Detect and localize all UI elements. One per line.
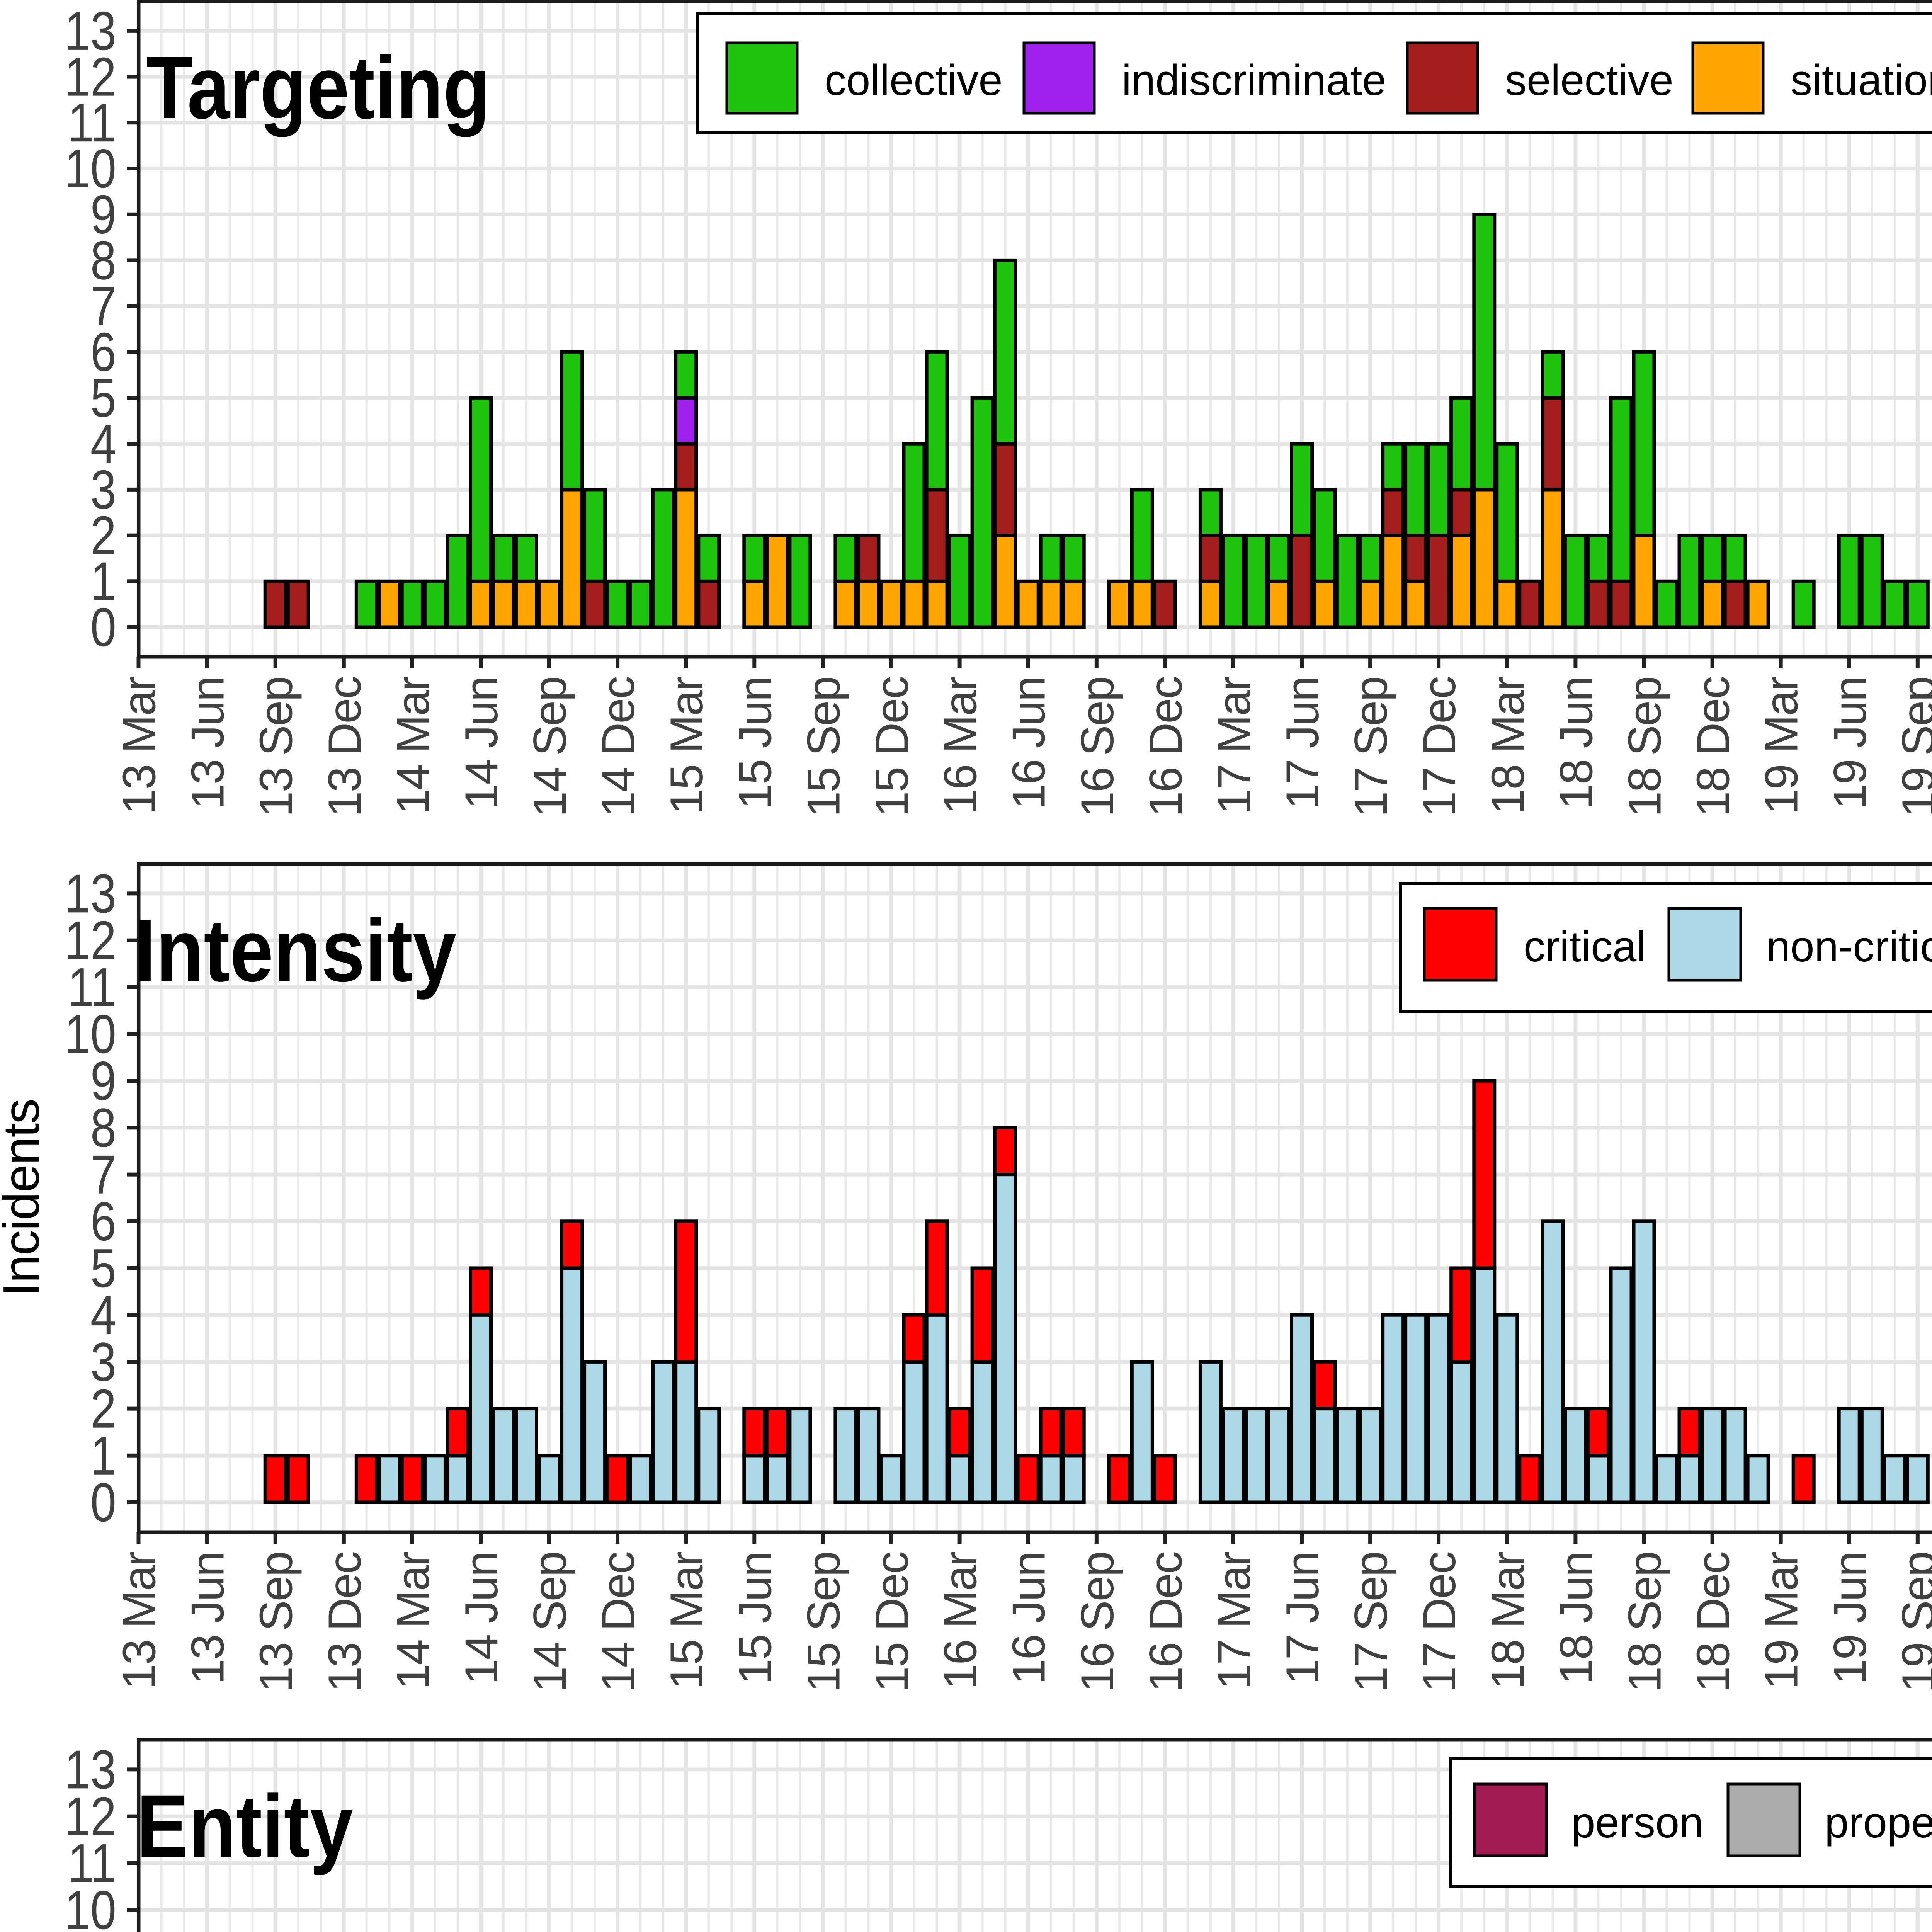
svg-text:indiscriminate: indiscriminate (1122, 56, 1386, 104)
svg-text:10: 10 (65, 138, 116, 199)
svg-text:19 Sep: 19 Sep (1893, 677, 1932, 817)
svg-text:15 Jun: 15 Jun (729, 677, 781, 809)
svg-text:14 Mar: 14 Mar (387, 1552, 439, 1690)
svg-text:18 Jun: 18 Jun (1550, 1552, 1602, 1684)
svg-text:18 Dec: 18 Dec (1687, 677, 1739, 817)
svg-text:13: 13 (65, 863, 116, 924)
svg-text:12: 12 (65, 910, 116, 971)
svg-text:14 Sep: 14 Sep (524, 1552, 576, 1692)
svg-text:16 Mar: 16 Mar (935, 1552, 986, 1690)
svg-text:15 Sep: 15 Sep (798, 677, 849, 817)
svg-text:16 Dec: 16 Dec (1140, 677, 1192, 817)
svg-text:17 Jun: 17 Jun (1277, 1552, 1328, 1684)
svg-text:14 Sep: 14 Sep (524, 677, 576, 817)
svg-text:6: 6 (90, 321, 116, 383)
svg-text:16 Jun: 16 Jun (1003, 1552, 1055, 1684)
svg-text:17 Sep: 17 Sep (1345, 677, 1397, 817)
svg-text:0: 0 (90, 597, 116, 658)
svg-text:13 Mar: 13 Mar (114, 677, 165, 815)
svg-text:14 Jun: 14 Jun (456, 677, 507, 809)
svg-text:14 Jun: 14 Jun (456, 1552, 507, 1684)
svg-text:18 Sep: 18 Sep (1619, 1552, 1671, 1692)
svg-text:19 Mar: 19 Mar (1756, 1552, 1808, 1690)
svg-text:9: 9 (90, 1050, 116, 1111)
svg-text:18 Jun: 18 Jun (1550, 677, 1602, 809)
svg-text:10: 10 (65, 1879, 116, 1932)
svg-text:13 Sep: 13 Sep (250, 1552, 302, 1692)
svg-text:19 Mar: 19 Mar (1756, 677, 1808, 815)
svg-text:14 Dec: 14 Dec (592, 1552, 644, 1692)
svg-text:16 Mar: 16 Mar (935, 677, 986, 815)
svg-text:11: 11 (68, 957, 116, 1018)
svg-text:15 Dec: 15 Dec (866, 1552, 918, 1692)
svg-text:4: 4 (90, 413, 116, 474)
svg-text:17 Mar: 17 Mar (1208, 1552, 1260, 1690)
svg-text:15 Mar: 15 Mar (661, 677, 713, 815)
svg-text:1: 1 (90, 551, 116, 612)
svg-text:18 Dec: 18 Dec (1687, 1552, 1739, 1692)
svg-text:18 Sep: 18 Sep (1619, 677, 1671, 817)
svg-text:18 Mar: 18 Mar (1482, 1552, 1534, 1690)
svg-text:12: 12 (65, 46, 116, 107)
svg-text:17 Jun: 17 Jun (1277, 677, 1328, 809)
svg-text:11: 11 (68, 1833, 116, 1894)
svg-text:2: 2 (90, 505, 116, 566)
svg-text:0: 0 (90, 1472, 116, 1533)
svg-text:Entity: Entity (136, 1776, 353, 1876)
svg-text:property: property (1825, 1798, 1932, 1847)
svg-text:13 Dec: 13 Dec (319, 1552, 371, 1692)
svg-text:14 Dec: 14 Dec (592, 677, 644, 817)
svg-text:8: 8 (90, 1097, 116, 1158)
svg-text:13: 13 (65, 0, 116, 61)
svg-text:18 Mar: 18 Mar (1482, 677, 1534, 815)
svg-text:16 Jun: 16 Jun (1003, 677, 1055, 809)
svg-text:selective: selective (1505, 56, 1673, 104)
svg-text:16 Sep: 16 Sep (1071, 1552, 1123, 1692)
svg-text:3: 3 (90, 1331, 116, 1392)
svg-text:10: 10 (65, 1003, 116, 1065)
svg-text:13 Jun: 13 Jun (182, 1552, 234, 1684)
svg-text:13: 13 (65, 1739, 116, 1800)
svg-text:15 Dec: 15 Dec (866, 677, 918, 817)
svg-text:16 Sep: 16 Sep (1071, 677, 1123, 817)
svg-text:19 Jun: 19 Jun (1824, 677, 1876, 809)
svg-text:16 Dec: 16 Dec (1140, 1552, 1192, 1692)
svg-text:17 Mar: 17 Mar (1208, 677, 1260, 815)
svg-text:5: 5 (90, 367, 116, 428)
svg-text:17 Sep: 17 Sep (1345, 1552, 1397, 1692)
svg-text:5: 5 (90, 1238, 116, 1299)
svg-text:Intensity: Intensity (134, 901, 456, 1000)
svg-text:19 Jun: 19 Jun (1824, 1552, 1876, 1684)
svg-text:17 Dec: 17 Dec (1413, 1552, 1465, 1692)
svg-text:person: person (1571, 1798, 1703, 1847)
svg-text:Targeting: Targeting (146, 38, 490, 137)
svg-text:2: 2 (90, 1378, 116, 1439)
svg-text:19 Sep: 19 Sep (1893, 1552, 1932, 1692)
svg-text:8: 8 (90, 230, 116, 291)
svg-text:13 Sep: 13 Sep (250, 677, 302, 817)
svg-text:4: 4 (90, 1284, 116, 1345)
svg-text:11: 11 (68, 92, 116, 153)
svg-text:14 Mar: 14 Mar (387, 677, 439, 815)
svg-text:17 Dec: 17 Dec (1413, 677, 1465, 817)
svg-text:15 Jun: 15 Jun (729, 1552, 781, 1684)
svg-text:3: 3 (90, 459, 116, 520)
svg-text:7: 7 (90, 276, 116, 337)
svg-text:12: 12 (65, 1786, 116, 1847)
svg-text:9: 9 (90, 184, 116, 245)
svg-text:collective: collective (825, 56, 1003, 104)
svg-text:13 Dec: 13 Dec (319, 677, 371, 817)
svg-text:6: 6 (90, 1191, 116, 1252)
svg-text:9: 9 (90, 1926, 116, 1932)
svg-text:situational: situational (1791, 56, 1932, 104)
svg-text:non-critical: non-critical (1766, 922, 1932, 971)
svg-text:13 Jun: 13 Jun (182, 677, 234, 809)
svg-text:15 Mar: 15 Mar (661, 1552, 713, 1690)
svg-text:13 Mar: 13 Mar (114, 1552, 165, 1690)
svg-text:15 Sep: 15 Sep (798, 1552, 849, 1692)
svg-text:critical: critical (1524, 922, 1646, 971)
svg-text:Incidents: Incidents (0, 1099, 49, 1296)
svg-text:1: 1 (90, 1425, 116, 1486)
svg-text:7: 7 (90, 1144, 116, 1205)
